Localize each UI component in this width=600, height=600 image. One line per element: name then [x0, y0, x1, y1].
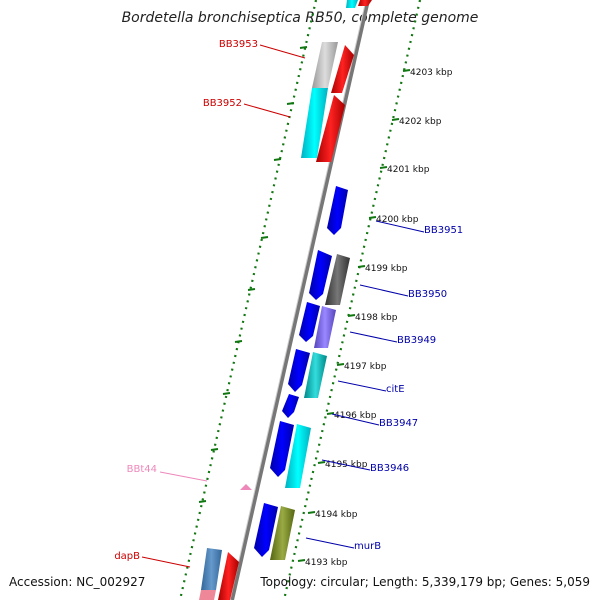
gene-label-leader	[259, 44, 306, 59]
tick-mark	[317, 461, 326, 464]
gene-dapb-steelblue[interactable]	[201, 548, 222, 590]
inner-tick-mark	[210, 448, 219, 451]
gene-cite-teal[interactable]	[304, 352, 327, 398]
tick-label: 4200 kbp	[376, 215, 419, 225]
tick-label: 4196 kbp	[334, 411, 377, 421]
gene-label-leader	[359, 284, 409, 297]
tick-mark	[336, 363, 345, 366]
gene-top-cyan[interactable]	[346, 0, 358, 8]
tick-mark	[368, 216, 377, 219]
genome-backbone-highlight	[229, 0, 367, 600]
gene-label[interactable]: citE	[386, 384, 405, 395]
tick-label: 4198 kbp	[355, 313, 398, 323]
gene-label-leader	[141, 556, 191, 568]
gene-label[interactable]: BB3951	[424, 225, 463, 236]
tick-label: 4197 kbp	[344, 362, 387, 372]
gene-label[interactable]: murB	[354, 541, 381, 552]
gene-label-leader	[321, 459, 371, 471]
gene-label[interactable]: BB3950	[408, 289, 447, 300]
gene-label-leader	[337, 380, 387, 392]
gene-bottom-pink[interactable]	[199, 590, 216, 600]
gene-label-leader	[349, 331, 398, 343]
inner-tick-mark	[198, 500, 207, 503]
tick-label: 4202 kbp	[399, 117, 442, 127]
gene-dapb-red[interactable]	[218, 552, 239, 600]
gene-label-leader	[243, 103, 291, 118]
tick-mark	[391, 118, 400, 121]
inner-tick-mark	[273, 158, 282, 161]
gene-label-leader	[331, 413, 380, 426]
gene-bb3949-forward[interactable]	[299, 302, 320, 342]
inner-tick-mark	[286, 102, 295, 105]
tick-mark	[402, 69, 411, 72]
gene-bb3953-red[interactable]	[331, 45, 354, 93]
tick-label: 4199 kbp	[365, 264, 408, 274]
gene-label-leader	[305, 537, 355, 549]
tick-label: 4203 kbp	[410, 68, 453, 78]
gene-bb3950-darkgrey[interactable]	[325, 254, 350, 305]
tick-label: 4193 kbp	[305, 558, 348, 568]
outer-dotted-ring	[282, 0, 422, 600]
inner-dotted-ring	[178, 0, 318, 600]
gene-label[interactable]: BB3947	[379, 418, 418, 429]
gene-label-leader	[375, 220, 425, 233]
gene-label[interactable]: dapB	[114, 551, 140, 562]
gene-bb3946-forward[interactable]	[270, 421, 294, 477]
tick-mark	[307, 511, 316, 514]
gene-top-red[interactable]	[358, 0, 372, 6]
gene-label[interactable]: BB3946	[370, 463, 409, 474]
map-title: Bordetella bronchiseptica RB50, complete…	[121, 10, 479, 26]
gene-bb3951-forward[interactable]	[327, 186, 348, 235]
gene-bb3953-grey[interactable]	[312, 42, 338, 88]
gene-label[interactable]: BBt44	[127, 464, 157, 475]
gene-bb3949-purple[interactable]	[314, 306, 336, 348]
tick-label: 4194 kbp	[315, 510, 358, 520]
tick-mark	[357, 265, 366, 268]
gene-bb3952-red[interactable]	[316, 95, 345, 162]
genome-backbone	[230, 0, 370, 600]
tick-mark	[297, 559, 306, 562]
gene-murb-olive[interactable]	[270, 506, 295, 560]
gene-small-forward[interactable]	[282, 394, 299, 418]
tick-label: 4201 kbp	[387, 165, 430, 175]
inner-tick-mark	[234, 340, 243, 343]
inner-tick-mark	[222, 392, 231, 395]
topology-summary: Topology: circular; Length: 5,339,179 bp…	[260, 575, 590, 589]
tick-mark	[379, 166, 388, 169]
gene-label[interactable]: BB3952	[203, 98, 242, 109]
gene-cite-forward[interactable]	[288, 349, 310, 392]
trna-bbt44-marker[interactable]	[240, 484, 252, 490]
gene-label[interactable]: BB3953	[219, 39, 258, 50]
tick-mark	[326, 412, 335, 415]
accession-text: Accession: NC_002927	[9, 575, 146, 589]
gene-bb3952-cyan[interactable]	[301, 88, 328, 158]
gene-bb3950-forward[interactable]	[309, 250, 332, 300]
gene-murb-forward[interactable]	[254, 503, 278, 557]
gene-bb3946-cyan[interactable]	[285, 424, 311, 488]
inner-tick-mark	[247, 288, 256, 291]
gene-label-leader	[159, 471, 208, 482]
tick-mark	[347, 314, 356, 317]
gene-label[interactable]: BB3949	[397, 335, 436, 346]
inner-tick-mark	[260, 236, 269, 239]
inner-tick-mark	[299, 46, 308, 49]
